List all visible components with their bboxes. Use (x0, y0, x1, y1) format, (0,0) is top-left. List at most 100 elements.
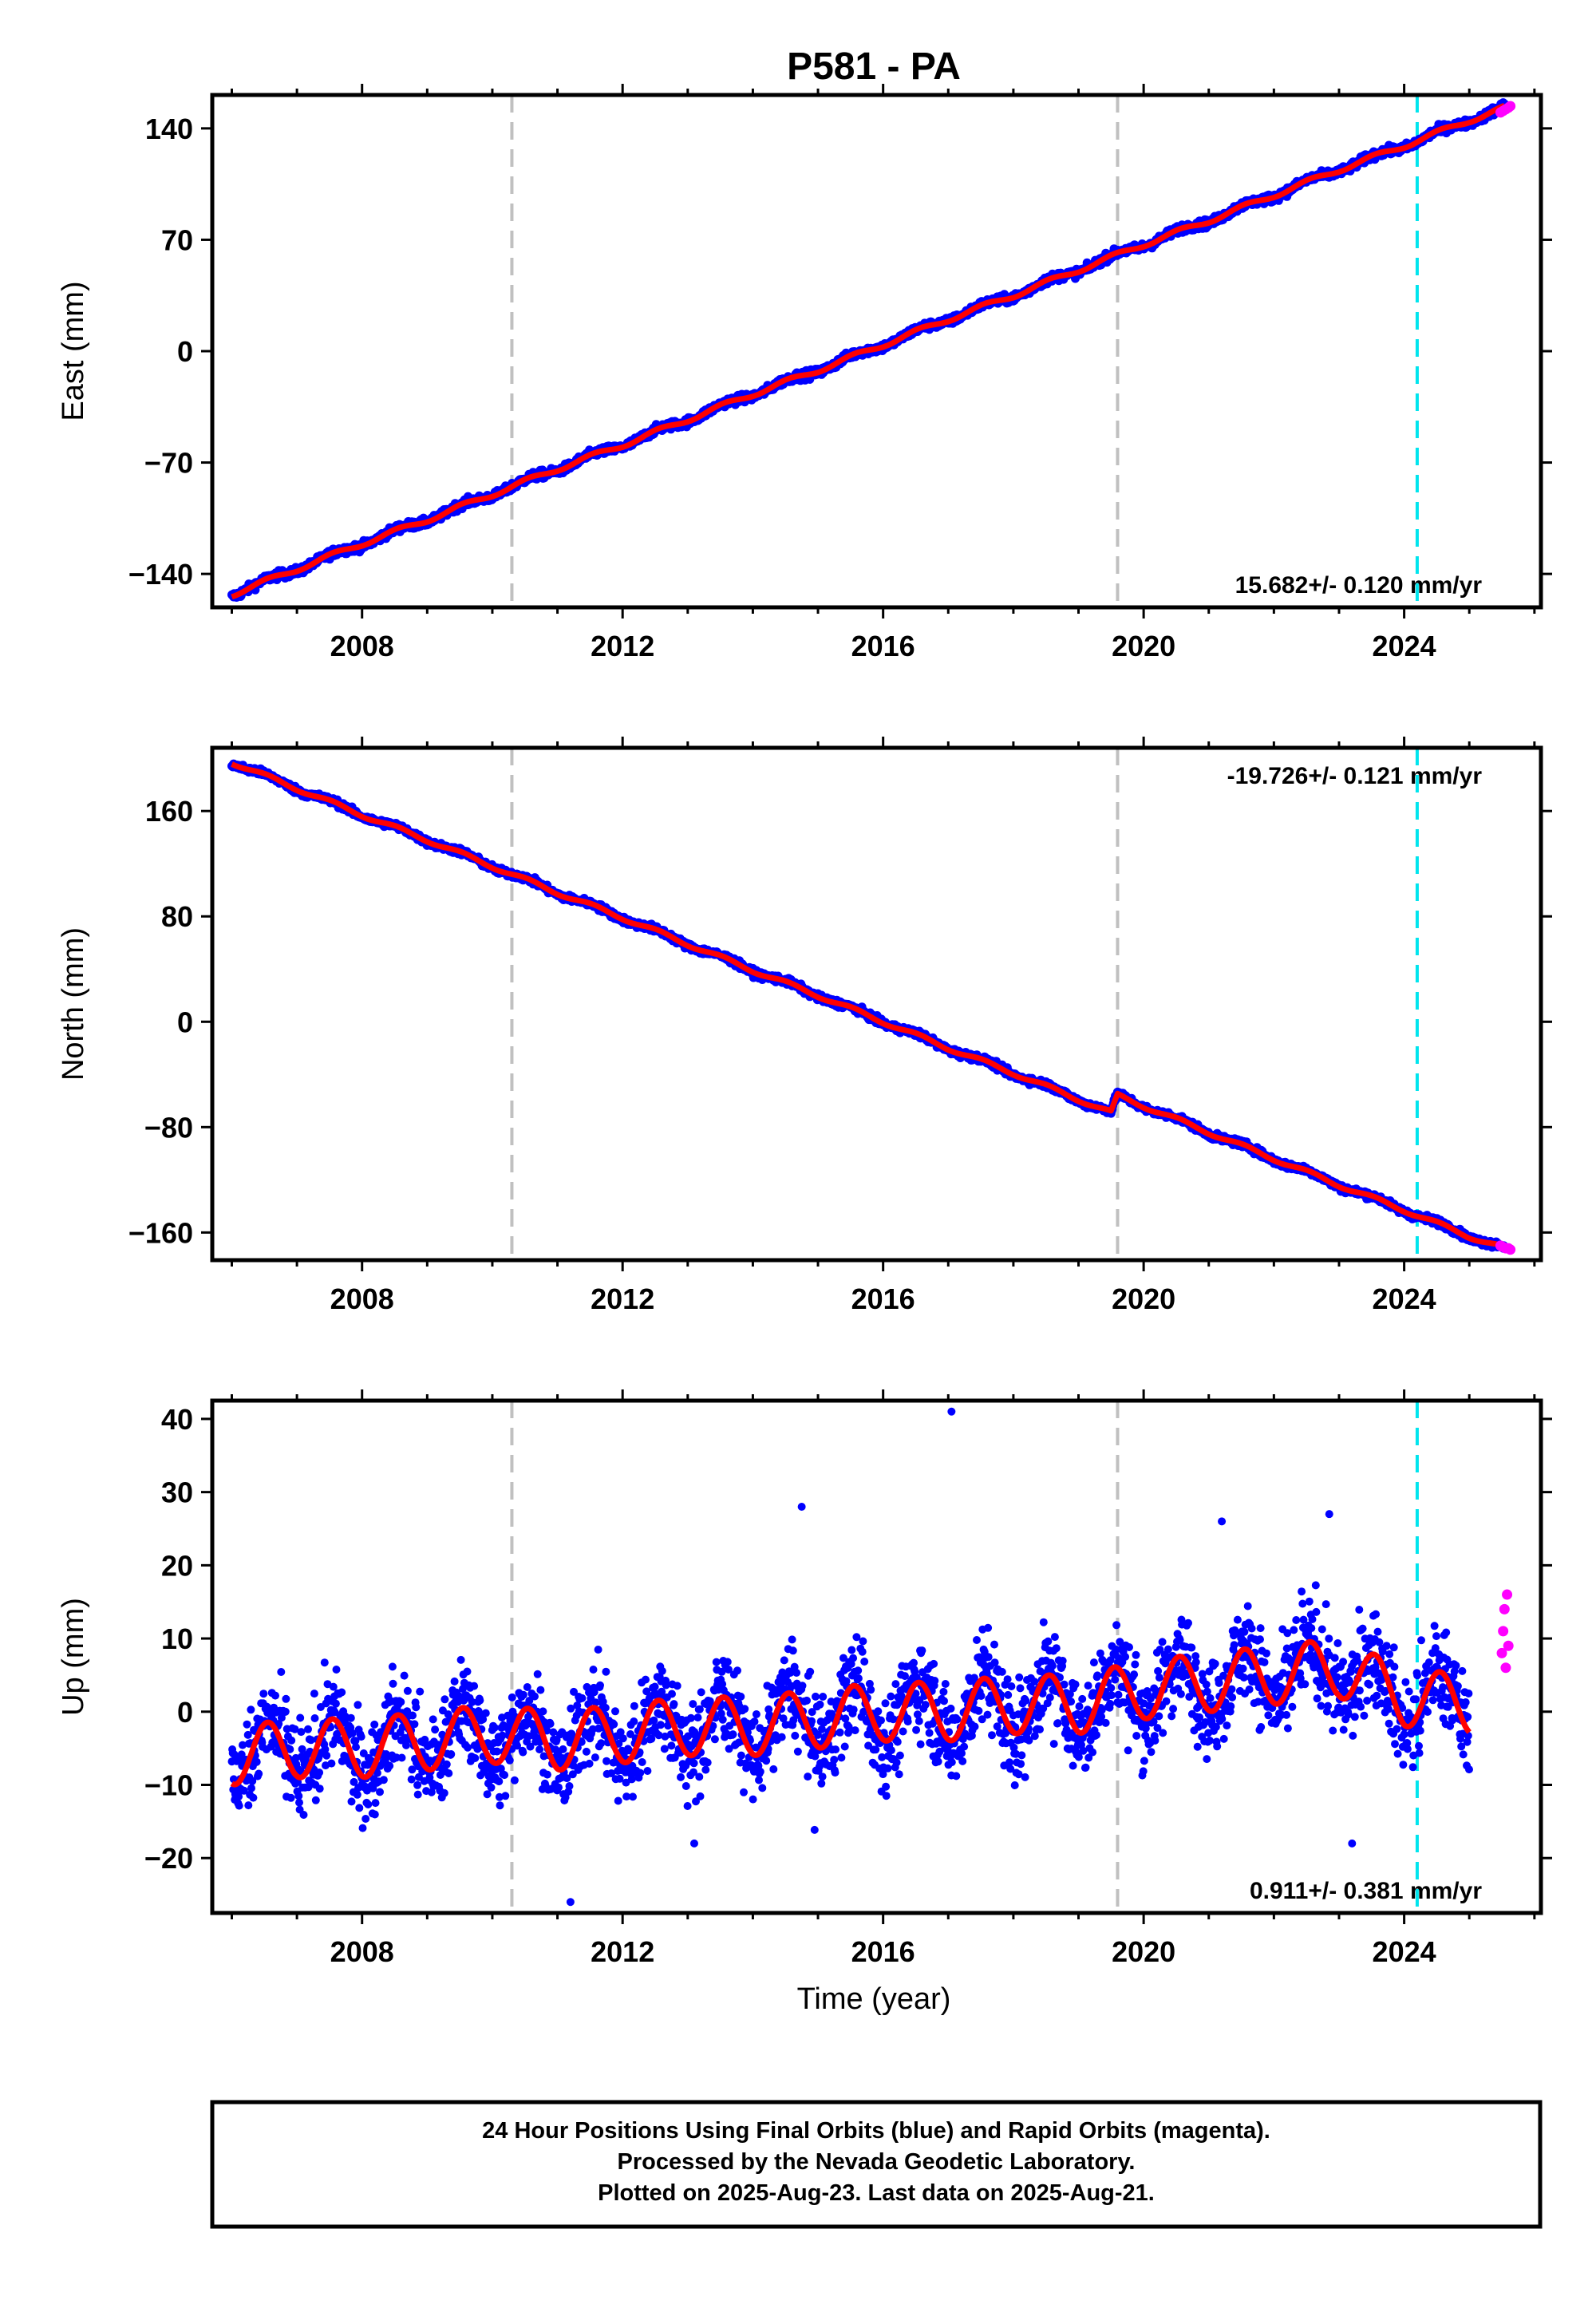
final-orbit-point (311, 1796, 320, 1804)
final-orbit-point (310, 1690, 318, 1698)
final-orbit-point (456, 1655, 465, 1664)
chart-title: P581 - PA (787, 45, 961, 88)
final-orbit-point (447, 1750, 456, 1758)
final-orbit-point (287, 1736, 296, 1745)
x-tick-label: 2024 (1373, 1282, 1436, 1315)
final-orbit-point (364, 1800, 373, 1808)
x-tick-label: 2020 (1112, 630, 1175, 662)
x-tick-label: 2008 (330, 630, 394, 662)
y-tick-label: −70 (144, 447, 193, 480)
rapid-orbit-point (1505, 101, 1516, 112)
final-orbit-point (353, 1790, 361, 1799)
y-axis-label: East (mm) (57, 281, 90, 421)
final-orbit-point (252, 1757, 261, 1766)
final-orbit-point (271, 1691, 279, 1700)
y-tick-label: 140 (145, 113, 193, 145)
final-orbit-point (247, 1784, 255, 1792)
final-orbit-point (361, 1815, 370, 1823)
final-orbit-point (338, 1688, 346, 1697)
final-orbit-point (304, 1725, 312, 1733)
final-orbit-point (409, 1711, 417, 1720)
final-orbit-point (464, 1743, 472, 1752)
plot-area (227, 95, 1516, 607)
final-orbit-point (370, 1810, 379, 1819)
x-tick-label: 2024 (1373, 630, 1436, 662)
final-orbit-point (329, 1682, 338, 1691)
final-orbit-point (379, 1776, 388, 1784)
final-orbit-point (243, 1720, 251, 1729)
final-orbit-point (249, 1793, 258, 1802)
final-orbit-point (450, 1677, 459, 1686)
final-orbit-point (355, 1804, 364, 1812)
rate-label: -19.726+/- 0.121 mm/yr (1227, 763, 1483, 789)
final-orbit-point (259, 1690, 268, 1698)
final-orbit-point (296, 1713, 305, 1722)
final-orbit-point (403, 1686, 412, 1695)
final-orbit-point (282, 1694, 290, 1703)
final-orbit-point (388, 1662, 397, 1671)
x-tick-label: 2020 (1112, 1282, 1175, 1315)
final-orbit-point (281, 1707, 290, 1716)
final-orbit-point (354, 1701, 362, 1709)
final-orbit-point (413, 1780, 422, 1789)
final-orbit-point (385, 1761, 394, 1770)
x-tick-label: 2008 (330, 1282, 394, 1315)
rate-label: 15.682+/- 0.120 mm/yr (1235, 572, 1483, 599)
final-orbit-point (370, 1720, 379, 1729)
final-orbit-point (444, 1769, 453, 1777)
final-orbit-point (247, 1705, 255, 1714)
final-orbit-point (352, 1743, 360, 1752)
x-tick-label: 2016 (851, 1282, 915, 1315)
y-tick-label: 0 (177, 1006, 193, 1038)
x-tick-label: 2016 (851, 630, 915, 662)
final-orbit-point (297, 1728, 306, 1737)
x-tick-label: 2012 (591, 1282, 654, 1315)
plot-area (227, 1401, 1514, 1913)
final-orbit-point (310, 1714, 319, 1722)
final-orbit-point (371, 1799, 380, 1808)
final-orbit-point (400, 1671, 409, 1680)
final-orbit-point (416, 1687, 425, 1696)
final-orbit-point (442, 1760, 451, 1769)
final-orbit-point (347, 1797, 356, 1806)
final-orbit-point (299, 1811, 308, 1819)
y-tick-label: −140 (128, 558, 193, 591)
final-orbit-point (315, 1784, 324, 1793)
final-orbit-point (322, 1751, 331, 1760)
final-orbit-point (332, 1666, 341, 1674)
model-fit-line (230, 103, 1507, 600)
final-orbit-point (413, 1790, 422, 1799)
final-orbit-point (295, 1798, 303, 1807)
final-orbit-point (320, 1658, 329, 1667)
final-orbit-point (440, 1695, 449, 1704)
y-axis-label: North (mm) (57, 927, 90, 1081)
panels: −140 −70 0 70 140 2008 2012 2016 2020 2024 East (m… (57, 84, 1552, 1968)
final-orbit-point (327, 1759, 336, 1768)
final-orbit-point (463, 1667, 472, 1676)
final-orbit-point (429, 1715, 437, 1724)
rapid-orbit-point (1505, 1244, 1516, 1255)
y-tick-label: 160 (145, 795, 193, 828)
final-orbit-point (357, 1733, 365, 1741)
final-orbit-point (286, 1793, 295, 1802)
final-orbit-point (397, 1753, 406, 1762)
final-orbit-point (440, 1788, 448, 1797)
y-tick-label: 80 (161, 900, 193, 933)
final-orbit-point (389, 1679, 397, 1688)
y-tick-label: 70 (161, 223, 193, 256)
final-orbit-point (431, 1725, 440, 1734)
final-orbit-point (346, 1713, 355, 1722)
final-orbit-point (277, 1668, 286, 1676)
final-orbit-point (397, 1697, 405, 1706)
final-orbit-point (255, 1769, 263, 1778)
plot-area (227, 748, 1516, 1260)
y-tick-label: −160 (128, 1216, 193, 1249)
final-orbit-point (315, 1769, 324, 1777)
final-orbit-point (407, 1775, 416, 1784)
x-tick-label: 2012 (591, 630, 654, 662)
final-orbit-point (235, 1801, 243, 1810)
